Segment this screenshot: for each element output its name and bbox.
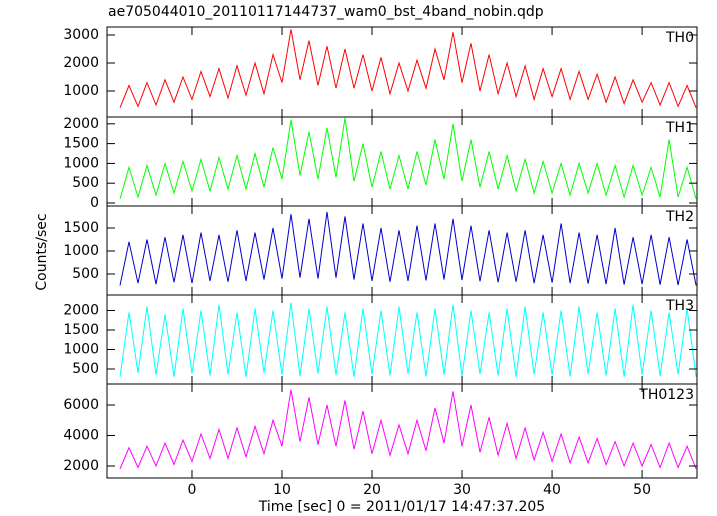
panel-label: TH0123 xyxy=(638,387,694,403)
y-tick-label: 4000 xyxy=(63,427,99,443)
y-tick-label: 0 xyxy=(90,195,99,211)
x-axis-label: Time [sec] 0 = 2011/01/17 14:47:37.205 xyxy=(258,499,545,515)
x-tick-label: 30 xyxy=(453,482,471,498)
data-line xyxy=(119,211,697,286)
panel-label: TH0 xyxy=(665,30,694,46)
y-tick-label: 1000 xyxy=(63,155,99,171)
y-tick-label: 500 xyxy=(72,266,99,282)
y-tick-label: 3000 xyxy=(63,27,99,43)
x-tick-label: 40 xyxy=(543,482,561,498)
y-tick-label: 1000 xyxy=(63,341,99,357)
data-line xyxy=(119,302,697,377)
data-line xyxy=(119,29,697,108)
panel-frame xyxy=(106,294,698,385)
data-line xyxy=(119,389,697,470)
panel-label: TH3 xyxy=(665,298,694,314)
y-tick-label: 2000 xyxy=(63,458,99,474)
y-tick-label: 2000 xyxy=(63,116,99,132)
y-tick-label: 2000 xyxy=(63,55,99,71)
y-tick-label: 1500 xyxy=(63,136,99,152)
panel-label: TH1 xyxy=(665,120,694,136)
y-tick-label: 1500 xyxy=(63,322,99,338)
panel-frame xyxy=(106,116,698,207)
y-axis-label: Counts/sec xyxy=(34,213,50,290)
y-tick-label: 1500 xyxy=(63,220,99,236)
x-tick-label: 20 xyxy=(363,482,381,498)
y-tick-label: 6000 xyxy=(63,397,99,413)
x-tick-label: 50 xyxy=(633,482,651,498)
y-tick-label: 500 xyxy=(72,175,99,191)
y-tick-label: 1000 xyxy=(63,83,99,99)
y-tick-label: 500 xyxy=(72,361,99,377)
x-tick-label: 0 xyxy=(188,482,197,498)
panel-frame xyxy=(106,383,698,479)
data-line xyxy=(119,117,697,200)
panel-label: TH2 xyxy=(665,209,694,225)
y-tick-label: 1000 xyxy=(63,243,99,259)
panel-frame xyxy=(106,205,698,296)
x-tick-label: 10 xyxy=(273,482,291,498)
chart-title: ae705044010_20110117144737_wam0_bst_4ban… xyxy=(108,4,544,20)
y-tick-label: 2000 xyxy=(63,302,99,318)
